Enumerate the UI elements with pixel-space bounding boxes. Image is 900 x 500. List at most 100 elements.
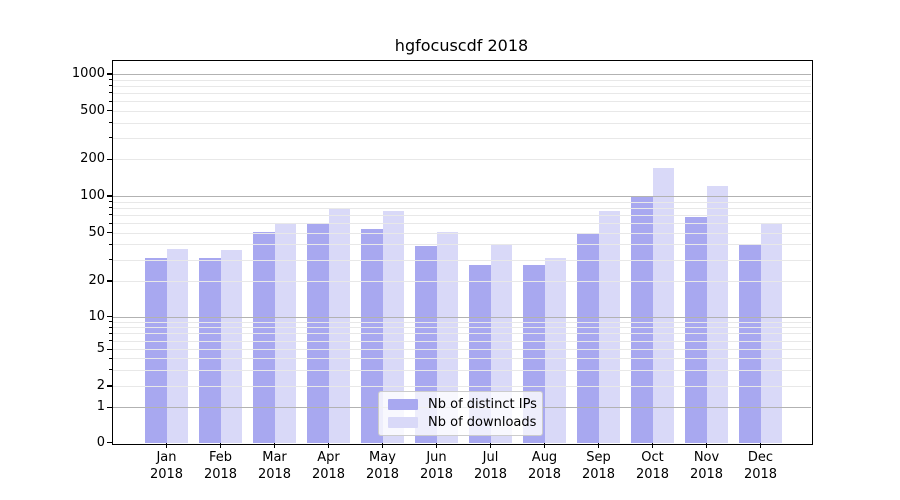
y-tick-1000 xyxy=(107,73,112,75)
x-tick-label-jul: Jul 2018 xyxy=(473,450,508,482)
y-tick-label-20: 20 xyxy=(88,273,105,288)
chart-title: hgfocuscdf 2018 xyxy=(394,36,529,55)
bar-distinct-ips-nov xyxy=(685,217,707,443)
y-minor-tick-80 xyxy=(109,207,112,209)
y-minor-tick-400 xyxy=(109,122,112,124)
y-tick-label-10: 10 xyxy=(88,308,105,324)
bar-distinct-ips-mar xyxy=(253,231,275,443)
gridline-minor-60 xyxy=(112,223,811,225)
y-tick-500 xyxy=(107,109,112,112)
x-tick-label-mar: Mar 2018 xyxy=(257,450,292,482)
y-minor-tick-800 xyxy=(109,85,112,87)
bar-downloads-feb xyxy=(220,250,242,443)
x-tick-sep xyxy=(597,443,600,448)
bar-downloads-aug xyxy=(544,257,566,443)
bar-downloads-sep xyxy=(598,211,620,443)
y-tick-label-100: 100 xyxy=(80,188,105,203)
bar-distinct-ips-oct xyxy=(631,196,653,443)
gridline-minor-500 xyxy=(112,110,811,112)
x-tick-label-dec: Dec 2018 xyxy=(743,450,778,482)
gridline-minor-4 xyxy=(112,358,811,360)
gridline-minor-400 xyxy=(112,122,811,124)
bar-distinct-ips-may xyxy=(361,228,383,443)
x-tick-apr xyxy=(327,443,330,448)
bar-distinct-ips-dec xyxy=(739,244,761,443)
bar-distinct-ips-sep xyxy=(577,233,599,443)
legend-item-distinct-ips: Nb of distinct IPs xyxy=(388,397,537,412)
gridline-minor-30 xyxy=(112,259,811,261)
gridline-minor-20 xyxy=(112,281,811,282)
gridline-minor-70 xyxy=(112,214,811,216)
x-tick-feb xyxy=(219,443,222,448)
gridline-minor-600 xyxy=(112,101,811,103)
y-tick-label-200: 200 xyxy=(80,151,105,167)
y-tick-label-5: 5 xyxy=(96,341,105,357)
gridline-major-1000 xyxy=(112,74,811,75)
y-minor-tick-6 xyxy=(109,340,112,342)
legend-item-downloads: Nb of downloads xyxy=(388,415,537,430)
x-tick-label-oct: Oct 2018 xyxy=(635,450,670,482)
y-tick-20 xyxy=(107,280,112,282)
gridline-minor-50 xyxy=(112,232,811,234)
x-tick-label-may: May 2018 xyxy=(365,450,400,482)
bar-downloads-dec xyxy=(760,223,782,443)
bar-distinct-ips-feb xyxy=(199,257,221,443)
y-minor-tick-7 xyxy=(109,332,112,334)
x-tick-mar xyxy=(273,443,276,448)
x-tick-jan xyxy=(165,443,168,448)
gridline-minor-6 xyxy=(112,340,811,342)
bar-downloads-apr xyxy=(328,207,350,443)
y-tick-200 xyxy=(107,158,112,161)
x-tick-nov xyxy=(705,443,708,448)
bar-downloads-jun xyxy=(436,231,458,443)
x-tick-label-nov: Nov 2018 xyxy=(689,450,724,482)
gridline-minor-700 xyxy=(112,92,811,94)
y-minor-tick-30 xyxy=(109,259,112,261)
y-minor-tick-4 xyxy=(109,357,112,359)
gridline-minor-40 xyxy=(112,244,811,246)
bar-distinct-ips-jan xyxy=(145,257,167,443)
y-tick-label-50: 50 xyxy=(88,224,105,240)
gridline-minor-3 xyxy=(112,369,811,371)
gridline-minor-8 xyxy=(112,327,811,329)
y-tick-1 xyxy=(107,406,112,409)
y-minor-tick-8 xyxy=(109,326,112,328)
gridline-minor-200 xyxy=(112,159,811,161)
bar-distinct-ips-apr xyxy=(307,223,329,443)
x-tick-label-jun: Jun 2018 xyxy=(419,450,454,482)
y-minor-tick-9 xyxy=(109,321,112,323)
y-tick-label-0: 0 xyxy=(96,434,105,450)
x-tick-label-feb: Feb 2018 xyxy=(203,450,238,482)
y-tick-50 xyxy=(107,231,112,234)
y-tick-label-500: 500 xyxy=(80,102,105,118)
bar-downloads-mar xyxy=(274,223,296,443)
y-tick-5 xyxy=(107,348,112,351)
x-tick-dec xyxy=(759,443,762,448)
x-tick-label-sep: Sep 2018 xyxy=(581,450,616,482)
y-tick-0 xyxy=(107,441,112,444)
bar-downloads-nov xyxy=(706,186,728,443)
x-tick-label-aug: Aug 2018 xyxy=(527,450,562,482)
gridline-major-10 xyxy=(112,316,811,318)
y-minor-tick-90 xyxy=(109,201,112,203)
gridline-minor-300 xyxy=(112,137,811,139)
x-tick-oct xyxy=(651,443,654,448)
gridline-minor-900 xyxy=(112,79,811,81)
y-tick-label-1000: 1000 xyxy=(71,66,105,81)
y-minor-tick-900 xyxy=(109,79,112,81)
gridline-minor-2 xyxy=(112,386,811,387)
bar-downloads-may xyxy=(382,210,404,443)
bar-downloads-jan xyxy=(166,248,188,443)
y-minor-tick-600 xyxy=(109,100,112,102)
y-minor-tick-40 xyxy=(109,243,112,245)
y-tick-2 xyxy=(107,385,112,387)
gridline-minor-5 xyxy=(112,349,811,351)
y-minor-tick-700 xyxy=(109,92,112,94)
legend-label-downloads: Nb of downloads xyxy=(428,415,537,430)
bar-downloads-oct xyxy=(652,167,674,443)
legend-label-distinct-ips: Nb of distinct IPs xyxy=(428,397,537,412)
y-tick-100 xyxy=(107,195,112,197)
gridline-minor-800 xyxy=(112,85,811,87)
legend-swatch-downloads xyxy=(388,417,418,428)
